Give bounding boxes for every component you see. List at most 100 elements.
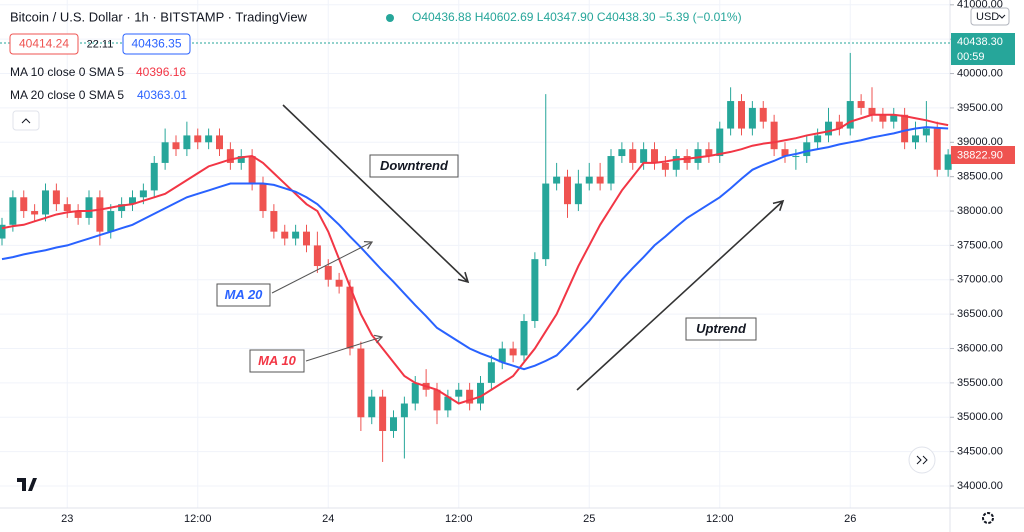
- candle-body: [857, 101, 865, 108]
- candle-body: [129, 197, 136, 205]
- annotation-box: [685, 317, 757, 341]
- annotation-box: [249, 349, 305, 373]
- legend-entry: MA 10 close 0 SMA 5: [10, 65, 124, 79]
- dropdown-icon: [998, 14, 1006, 19]
- candle-body: [487, 362, 495, 383]
- ask-box[interactable]: [122, 33, 191, 55]
- legend-value: 40396.16: [136, 65, 186, 79]
- candle-body: [574, 183, 582, 205]
- candle-body: [661, 162, 669, 170]
- x-tick-label: 24: [322, 513, 334, 525]
- arrow: [576, 199, 785, 391]
- candle-body: [912, 135, 919, 143]
- y-tick-label: 36000.00: [957, 342, 1003, 354]
- candle-body: [564, 176, 571, 205]
- candle-body: [292, 231, 300, 239]
- candle-body: [346, 286, 354, 349]
- candle-body: [85, 197, 93, 218]
- currency-button[interactable]: [970, 7, 1010, 26]
- y-tick-label: 35000.00: [957, 411, 1003, 423]
- candle-body: [455, 389, 463, 397]
- candle-body: [31, 211, 39, 215]
- candle-body: [879, 114, 887, 122]
- candle-body: [390, 417, 397, 432]
- y-tick-label: 39500.00: [957, 102, 1003, 114]
- candle-body: [748, 107, 756, 129]
- y-tick-label: 40000.00: [957, 67, 1003, 79]
- candle-body: [727, 101, 735, 129]
- candle-body: [509, 348, 517, 356]
- candle-body: [531, 259, 539, 322]
- candle-body: [651, 149, 658, 163]
- candle-body: [792, 156, 800, 158]
- annotation-box: [216, 283, 271, 307]
- annotation: MA 20: [225, 287, 264, 302]
- candle-body: [466, 389, 474, 404]
- annotation: MA 10: [258, 353, 297, 368]
- settings-button[interactable]: [982, 512, 994, 524]
- y-tick-label: 36500.00: [957, 308, 1003, 320]
- candle-body: [9, 197, 17, 225]
- candle-body: [150, 162, 158, 191]
- y-tick-label: 34000.00: [957, 480, 1003, 492]
- candle-body: [835, 121, 843, 129]
- candle-body: [629, 149, 637, 163]
- candle-body: [553, 176, 561, 184]
- candle-body: [74, 211, 82, 218]
- candle-body: [205, 135, 213, 143]
- candle-body: [814, 135, 822, 143]
- candle-body: [585, 176, 593, 184]
- x-tick-label: 25: [583, 513, 595, 525]
- candle-body: [118, 204, 126, 212]
- candle-body: [716, 128, 724, 157]
- y-tick-label: 35500.00: [957, 377, 1003, 389]
- candle-body: [607, 156, 615, 184]
- candle-body: [640, 149, 648, 163]
- candle-body: [933, 128, 941, 170]
- candle-body: [618, 149, 626, 157]
- candle-body: [20, 197, 28, 212]
- candle-body: [922, 128, 930, 136]
- y-tick-label: 39000.00: [957, 136, 1003, 148]
- candle-body: [368, 396, 376, 418]
- candle-body: [42, 190, 49, 215]
- candle-body: [477, 382, 484, 404]
- candle-body: [379, 396, 387, 432]
- logo[interactable]: [17, 478, 37, 491]
- candle-body: [107, 211, 115, 232]
- candle-body: [324, 266, 332, 280]
- y-tick-label: 38500.00: [957, 171, 1003, 183]
- scroll-button[interactable]: [908, 446, 936, 474]
- candle-body: [237, 156, 245, 163]
- cursor-price-box: [951, 146, 1015, 164]
- candle-body: [313, 245, 321, 267]
- y-tick-label: 34500.00: [957, 446, 1003, 458]
- candle-body: [770, 121, 778, 150]
- candle-body: [542, 183, 550, 260]
- ma-line: [1, 113, 949, 405]
- candle-body: [52, 190, 60, 205]
- candle-body: [596, 176, 604, 184]
- candle-body: [444, 396, 452, 411]
- candle-body: [270, 211, 278, 232]
- symbol-title: Bitcoin / U.S. Dollar · 1h · BITSTAMP · …: [10, 9, 308, 24]
- annotation: Uptrend: [696, 321, 747, 336]
- collapse-button[interactable]: [12, 110, 40, 131]
- candle-body: [781, 149, 789, 157]
- candle-body: [248, 156, 256, 184]
- candle-body: [411, 382, 419, 404]
- scroll-icon: [916, 455, 928, 465]
- candle-body: [944, 154, 952, 170]
- candle-body: [803, 142, 811, 157]
- candle-body: [357, 348, 365, 418]
- candle-body: [400, 403, 408, 418]
- arrow: [282, 104, 470, 284]
- candle-body: [226, 149, 234, 163]
- x-tick-label: 12:00: [445, 513, 473, 525]
- ohlc: O40436.88 H40602.69 L40347.90 C40438.30 …: [412, 10, 742, 24]
- bid-box[interactable]: [9, 33, 79, 55]
- status-dot: [386, 14, 394, 22]
- candle-body: [139, 190, 147, 198]
- x-tick-label: 26: [844, 513, 856, 525]
- candle-body: [216, 135, 223, 150]
